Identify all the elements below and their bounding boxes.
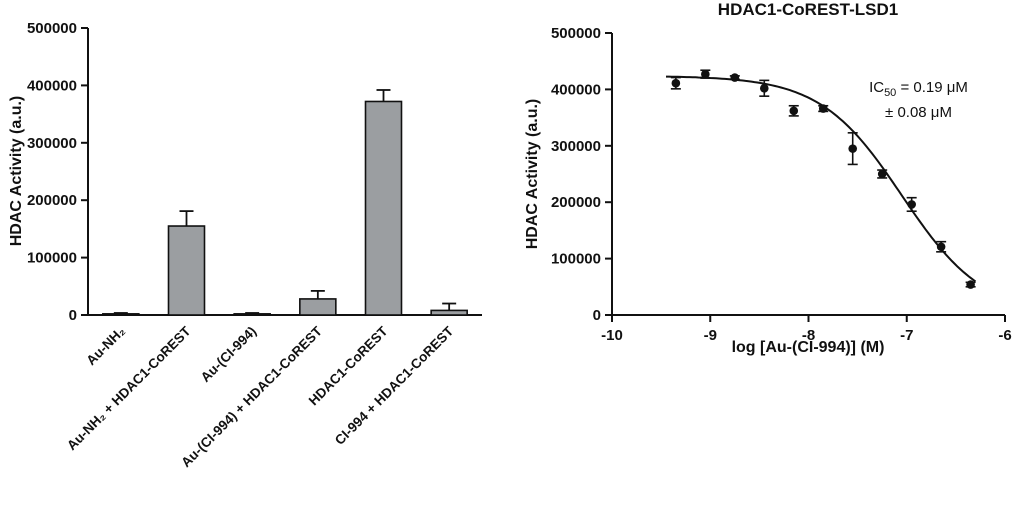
y-tick-label: 100000	[551, 251, 601, 268]
dose-chart-x-axis-label: log [Au-(CI-994)] (M)	[731, 339, 885, 356]
ic50-line2: ± 0.08 μM	[885, 104, 952, 121]
data-point	[701, 69, 710, 79]
dose-chart-title: HDAC1-CoREST-LSD1	[717, 0, 899, 19]
x-category-label: CI-994 + HDAC1-CoREST	[332, 323, 457, 448]
y-tick-label: 300000	[27, 135, 77, 152]
fit-curve	[666, 75, 977, 283]
x-tick-label: -6	[998, 327, 1011, 344]
data-point	[671, 78, 681, 88]
y-tick-label: 400000	[551, 81, 601, 98]
y-tick-label: 0	[69, 307, 77, 324]
bar-chart-y-axis-label: HDAC Activity (a.u.)	[8, 95, 25, 247]
data-point	[818, 104, 828, 113]
data-point	[936, 242, 946, 252]
data-point	[759, 83, 769, 93]
data-point	[730, 73, 740, 82]
data-point	[966, 280, 975, 289]
y-tick-label: 200000	[551, 194, 601, 211]
x-category-label: Au-(CI-994) + HDAC1-CoREST	[178, 323, 325, 470]
ic50-annotation: IC50 = 0.19 μM ± 0.08 μM	[846, 78, 991, 123]
bar	[167, 225, 206, 316]
y-tick-label: 300000	[551, 138, 601, 155]
x-tick-label: -10	[601, 327, 623, 344]
bar	[233, 313, 271, 316]
bar-chart: 0100000200000300000400000500000Au-NH₂Au-…	[27, 20, 482, 470]
bar	[299, 298, 337, 316]
data-point	[907, 200, 916, 209]
y-tick-label: 0	[593, 307, 601, 324]
data-point	[789, 106, 799, 116]
y-tick-label: 200000	[27, 192, 77, 209]
x-category-label: Au-(CI-994)	[198, 324, 260, 386]
y-tick-label: 100000	[27, 250, 77, 267]
x-category-label: Au-NH₂ + HDAC1-CoREST	[64, 323, 194, 453]
bar	[430, 309, 468, 316]
x-category-label: Au-NH₂	[83, 324, 128, 369]
y-tick-label: 500000	[551, 25, 601, 42]
y-tick-label: 500000	[27, 20, 77, 37]
x-tick-label: -8	[802, 327, 815, 344]
x-tick-label: -7	[900, 327, 913, 344]
dose-chart-y-axis-label: HDAC Activity (a.u.)	[524, 98, 541, 250]
dose-response-chart: 0 100000 200000 300000 400000 500000 -10 -9 -8 -7…	[551, 25, 1012, 344]
bar	[102, 313, 140, 316]
data-point	[877, 169, 887, 179]
x-tick-label: -9	[704, 327, 717, 344]
bar	[364, 100, 403, 316]
y-tick-label: 400000	[27, 77, 77, 94]
data-point	[848, 144, 858, 153]
ic50-line1: IC50 = 0.19 μM	[869, 79, 968, 99]
